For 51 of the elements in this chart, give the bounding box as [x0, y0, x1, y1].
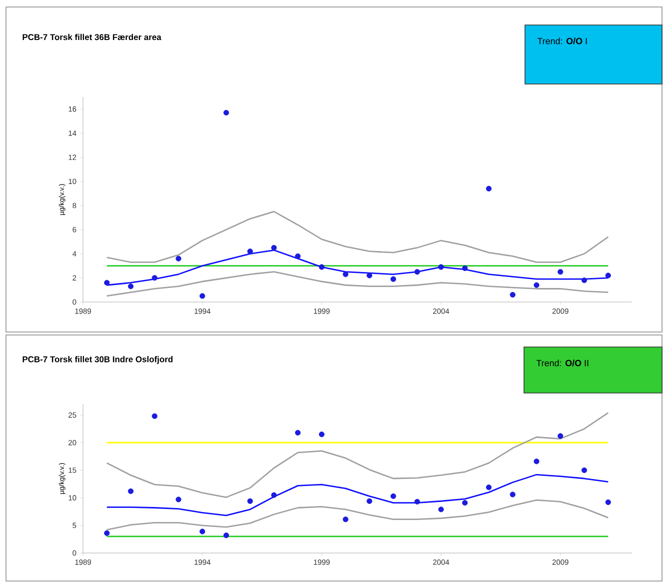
point	[438, 506, 444, 512]
point	[581, 467, 588, 474]
point	[534, 282, 540, 288]
text: Trend: O/O I	[537, 38, 587, 44]
point	[414, 498, 420, 504]
chart-title: PCB-7 Torsk fillet 30B Indre Oslofjord	[22, 356, 173, 364]
point	[510, 492, 516, 498]
point	[176, 256, 182, 262]
point	[342, 516, 348, 522]
point	[605, 272, 611, 278]
point	[534, 458, 540, 464]
point	[223, 532, 230, 538]
point	[295, 430, 301, 436]
point	[200, 293, 206, 299]
line-series	[106, 210, 609, 263]
line-series	[106, 474, 609, 516]
point	[462, 265, 468, 272]
point	[223, 110, 230, 116]
point	[414, 269, 420, 275]
point	[128, 488, 134, 494]
point	[247, 498, 253, 504]
point	[558, 269, 564, 275]
point	[390, 276, 396, 282]
point	[200, 528, 206, 534]
point	[438, 264, 444, 270]
point	[486, 484, 492, 490]
point	[128, 284, 134, 290]
point	[104, 280, 110, 286]
point	[462, 500, 468, 506]
point	[390, 493, 396, 499]
point	[366, 272, 372, 278]
point	[558, 433, 564, 439]
chart-title: PCB-7 Torsk fillet 36B Færder area	[22, 34, 162, 40]
point	[271, 492, 277, 498]
point	[104, 530, 110, 536]
point	[318, 264, 324, 270]
point	[176, 496, 182, 502]
point	[342, 271, 348, 278]
point	[152, 413, 158, 419]
point	[152, 275, 158, 281]
point	[247, 248, 253, 254]
point	[510, 292, 516, 298]
line-series	[106, 412, 609, 498]
point	[271, 244, 277, 251]
point	[366, 498, 372, 504]
point	[486, 186, 492, 192]
point	[318, 432, 324, 438]
text: Trend: O/O II	[536, 360, 588, 366]
point	[581, 278, 588, 284]
point	[605, 499, 611, 506]
point	[295, 253, 301, 259]
